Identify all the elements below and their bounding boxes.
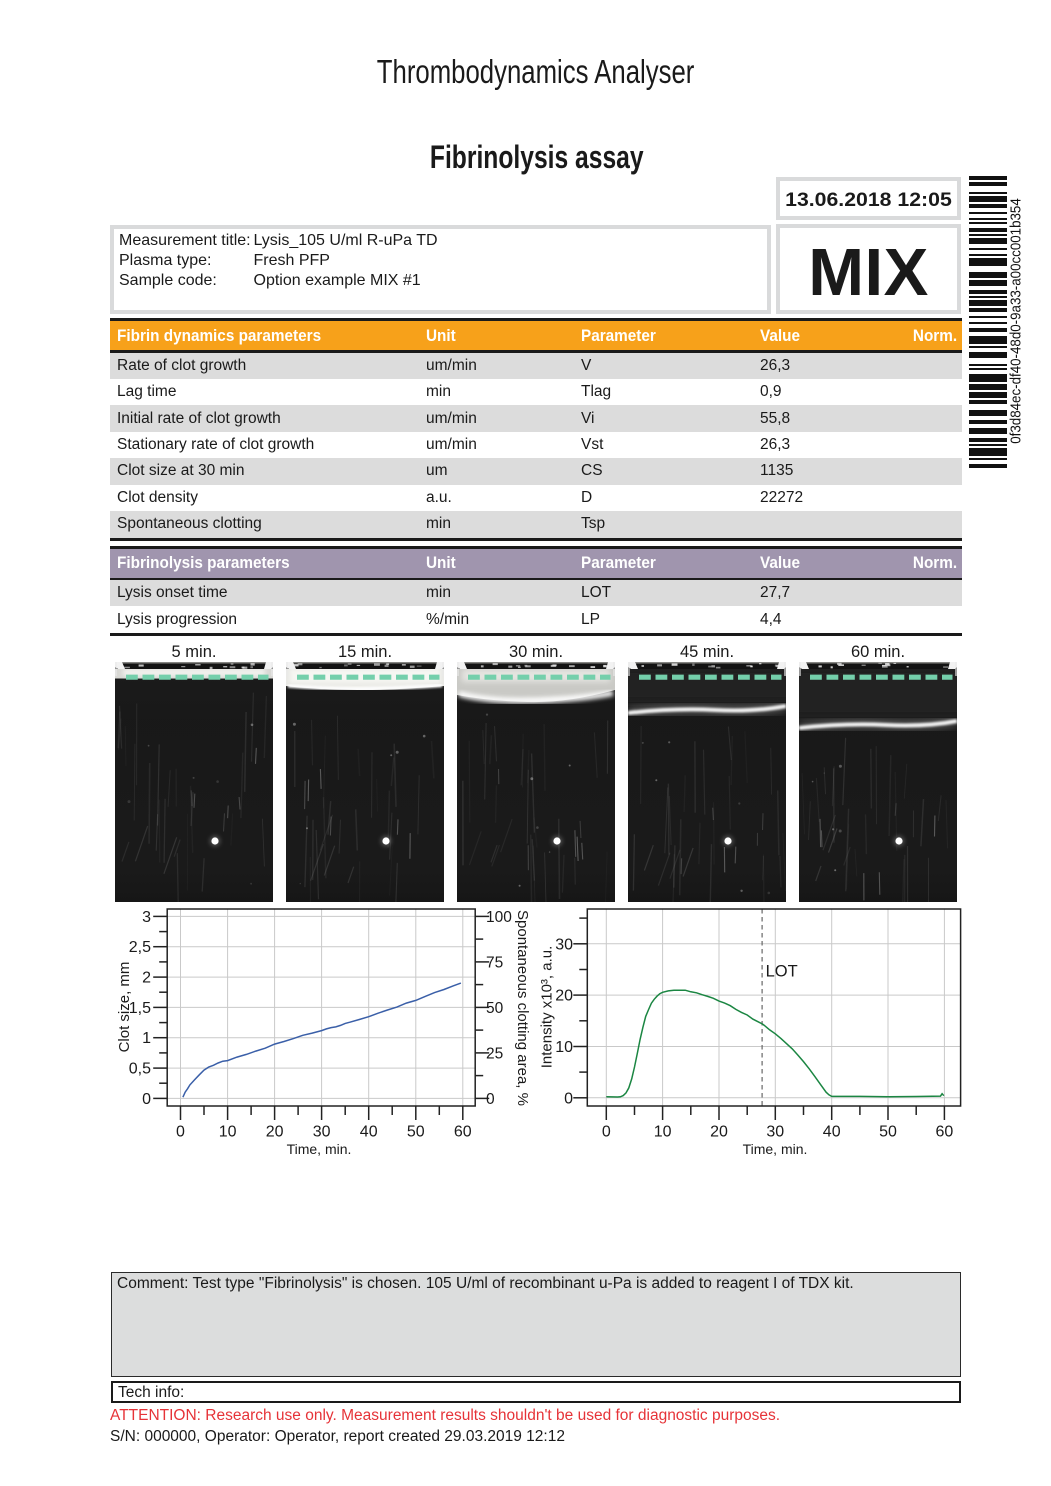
svg-text:50: 50 — [486, 1000, 504, 1017]
svg-text:0: 0 — [176, 1124, 185, 1141]
svg-text:0: 0 — [564, 1090, 573, 1107]
svg-text:25: 25 — [486, 1045, 503, 1062]
svg-text:30: 30 — [766, 1124, 784, 1141]
svg-text:1,5: 1,5 — [129, 1000, 151, 1017]
svg-text:60: 60 — [454, 1124, 472, 1141]
svg-text:0: 0 — [486, 1091, 495, 1108]
svg-text:75: 75 — [486, 954, 503, 971]
svg-text:LOT: LOT — [766, 963, 798, 981]
svg-text:30: 30 — [313, 1124, 331, 1141]
svg-text:40: 40 — [360, 1124, 378, 1141]
svg-text:Spontaneous clotting area, %: Spontaneous clotting area, % — [514, 910, 531, 1106]
svg-text:20: 20 — [555, 988, 573, 1005]
svg-text:Time, min.: Time, min. — [287, 1141, 352, 1157]
svg-text:2,5: 2,5 — [129, 939, 151, 956]
svg-text:50: 50 — [879, 1124, 897, 1141]
svg-text:1: 1 — [142, 1030, 151, 1047]
svg-text:60: 60 — [936, 1124, 954, 1141]
svg-text:10: 10 — [219, 1124, 237, 1141]
svg-text:30: 30 — [555, 936, 573, 953]
svg-text:20: 20 — [710, 1124, 728, 1141]
svg-text:40: 40 — [823, 1124, 841, 1141]
svg-text:0f3d84ec-df40-48d0-9a33-a00cc0: 0f3d84ec-df40-48d0-9a33-a00cc001b354 — [1008, 198, 1025, 444]
svg-text:10: 10 — [654, 1124, 672, 1141]
svg-text:50: 50 — [407, 1124, 425, 1141]
svg-text:Intensity x10³, a.u.: Intensity x10³, a.u. — [539, 946, 556, 1069]
svg-text:10: 10 — [555, 1039, 573, 1056]
svg-text:Clot size, mm: Clot size, mm — [116, 962, 133, 1053]
svg-text:0: 0 — [142, 1091, 151, 1108]
svg-text:3: 3 — [142, 909, 151, 926]
svg-text:0,5: 0,5 — [129, 1061, 151, 1078]
svg-text:20: 20 — [266, 1124, 284, 1141]
svg-text:2: 2 — [142, 970, 151, 987]
svg-text:0: 0 — [602, 1124, 611, 1141]
svg-text:100: 100 — [486, 909, 512, 926]
svg-text:Time, min.: Time, min. — [743, 1141, 808, 1157]
